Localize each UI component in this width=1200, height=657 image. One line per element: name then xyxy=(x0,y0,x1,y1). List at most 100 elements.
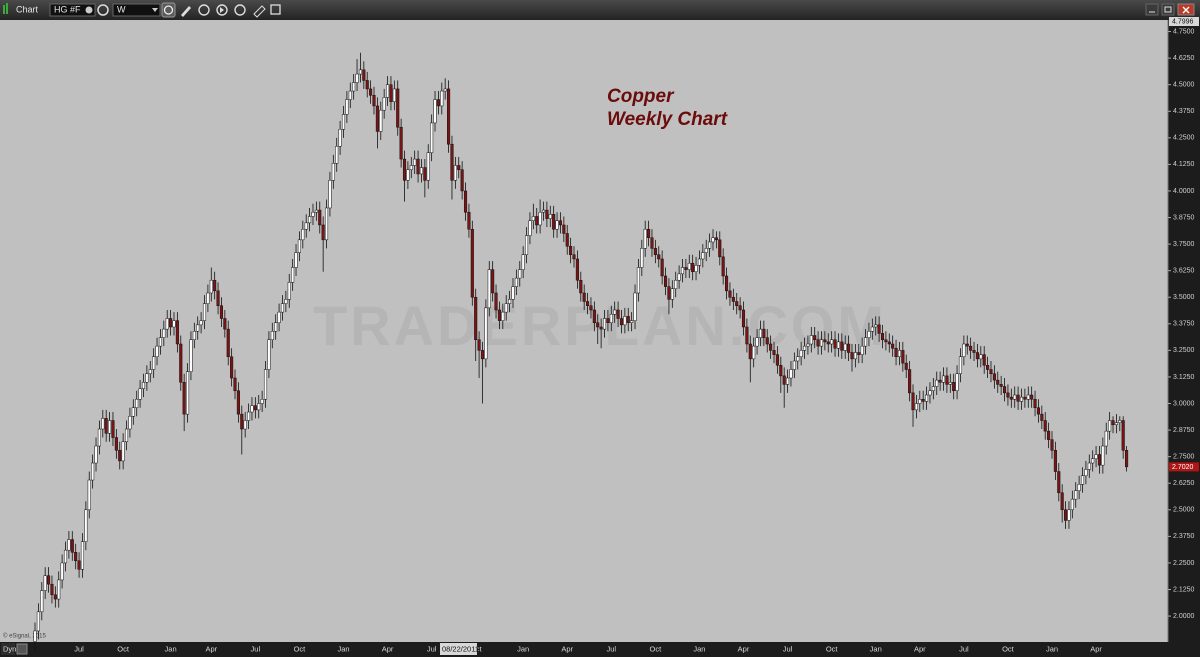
candle-body xyxy=(735,301,739,306)
candle-body xyxy=(606,318,610,323)
candle-body xyxy=(402,158,407,181)
candle-body xyxy=(189,339,193,372)
candle-body xyxy=(375,105,379,132)
undo-tool[interactable] xyxy=(198,4,210,16)
candle-body xyxy=(619,318,624,326)
candle-body xyxy=(677,273,681,281)
zoom-tool[interactable] xyxy=(234,4,246,16)
candle-body xyxy=(558,220,563,226)
candle-body xyxy=(253,405,257,411)
candle-body xyxy=(436,99,440,107)
interval-dropdown[interactable] xyxy=(152,8,158,12)
x-tick-label: Apr xyxy=(205,644,217,653)
candle-body xyxy=(1087,462,1091,470)
refresh-button[interactable] xyxy=(161,2,176,18)
candle-body xyxy=(935,379,939,387)
candle-body xyxy=(1125,450,1129,468)
candle-body xyxy=(433,99,437,124)
y-tick-label: 4.6250 xyxy=(1173,55,1195,62)
candle-body xyxy=(643,228,647,249)
candle-body xyxy=(528,220,532,236)
candle-body xyxy=(274,322,278,332)
candle-body xyxy=(389,84,393,102)
candle-body xyxy=(999,384,1003,387)
candle-body xyxy=(63,549,68,564)
candle-body xyxy=(714,237,718,241)
candle-body xyxy=(406,169,410,181)
candle-body xyxy=(1033,399,1037,409)
candle-body xyxy=(1013,394,1017,400)
candle-body xyxy=(87,479,91,511)
candle-body xyxy=(145,373,149,383)
candle-body xyxy=(1006,392,1010,398)
candle-body xyxy=(667,286,671,300)
eraser-tool[interactable] xyxy=(253,5,266,18)
minimize-button[interactable] xyxy=(1145,3,1159,16)
candle-body xyxy=(430,122,434,153)
candle-body xyxy=(779,365,783,377)
candle-body xyxy=(657,254,661,260)
candle-body xyxy=(304,222,308,230)
candle-body xyxy=(921,399,925,402)
candle-body xyxy=(474,296,478,340)
link-button[interactable] xyxy=(97,4,109,16)
candle-body xyxy=(114,437,118,451)
copyright: © eSignal, 2015 xyxy=(3,633,46,640)
candle-body xyxy=(508,299,512,304)
candle-body xyxy=(541,209,546,213)
candle-body xyxy=(247,411,251,421)
candle-body xyxy=(857,352,861,355)
candle-body xyxy=(972,350,976,353)
candle-body xyxy=(1064,509,1068,521)
candle-body xyxy=(623,316,627,326)
candle-body xyxy=(392,88,396,102)
candle-body xyxy=(209,279,213,294)
candle-body xyxy=(633,292,637,321)
candle-body xyxy=(53,594,57,600)
draw-tool[interactable] xyxy=(181,6,191,17)
candle-body xyxy=(1067,509,1071,521)
candle-body xyxy=(1077,484,1081,491)
candle-body xyxy=(426,152,430,181)
candle-body xyxy=(480,350,485,360)
y-tick-label: 4.5000 xyxy=(1173,82,1195,89)
edit-tool[interactable] xyxy=(270,4,281,15)
candle-body xyxy=(982,354,986,366)
x-tick-label: Oct xyxy=(826,644,839,653)
candle-body xyxy=(609,313,613,323)
candle-body xyxy=(745,326,749,345)
y-tick-label: 3.1250 xyxy=(1173,374,1195,381)
candle-body xyxy=(1091,458,1095,464)
scroll-button[interactable] xyxy=(16,643,28,655)
candle-body xyxy=(589,305,593,311)
candle-body xyxy=(616,309,620,319)
candle-body xyxy=(84,509,88,542)
play-tool[interactable] xyxy=(216,4,228,16)
candle-body xyxy=(101,418,105,430)
candle-body xyxy=(711,237,715,243)
symbol-field[interactable] xyxy=(49,3,96,17)
candle-body xyxy=(806,343,810,347)
candle-body xyxy=(626,316,630,323)
interval-field[interactable] xyxy=(112,3,161,17)
candle-body xyxy=(345,99,349,115)
y-tick-label: 2.0000 xyxy=(1173,613,1195,620)
candle-body xyxy=(250,405,254,413)
candle-body xyxy=(694,265,698,272)
candle-body xyxy=(884,339,888,343)
maximize-button[interactable] xyxy=(1161,3,1175,16)
candle-body xyxy=(752,345,756,360)
dyn-button[interactable] xyxy=(1,643,15,655)
candle-body xyxy=(802,345,807,351)
candle-body xyxy=(636,267,640,294)
candle-body xyxy=(1108,420,1112,432)
symbol-dropdown[interactable] xyxy=(85,6,93,14)
candle-body xyxy=(331,163,335,181)
candle-body xyxy=(260,399,264,404)
candle-body xyxy=(887,341,891,345)
candle-body xyxy=(1019,396,1024,402)
candle-body xyxy=(680,267,685,275)
candle-body xyxy=(358,69,362,75)
candle-body xyxy=(399,126,403,160)
